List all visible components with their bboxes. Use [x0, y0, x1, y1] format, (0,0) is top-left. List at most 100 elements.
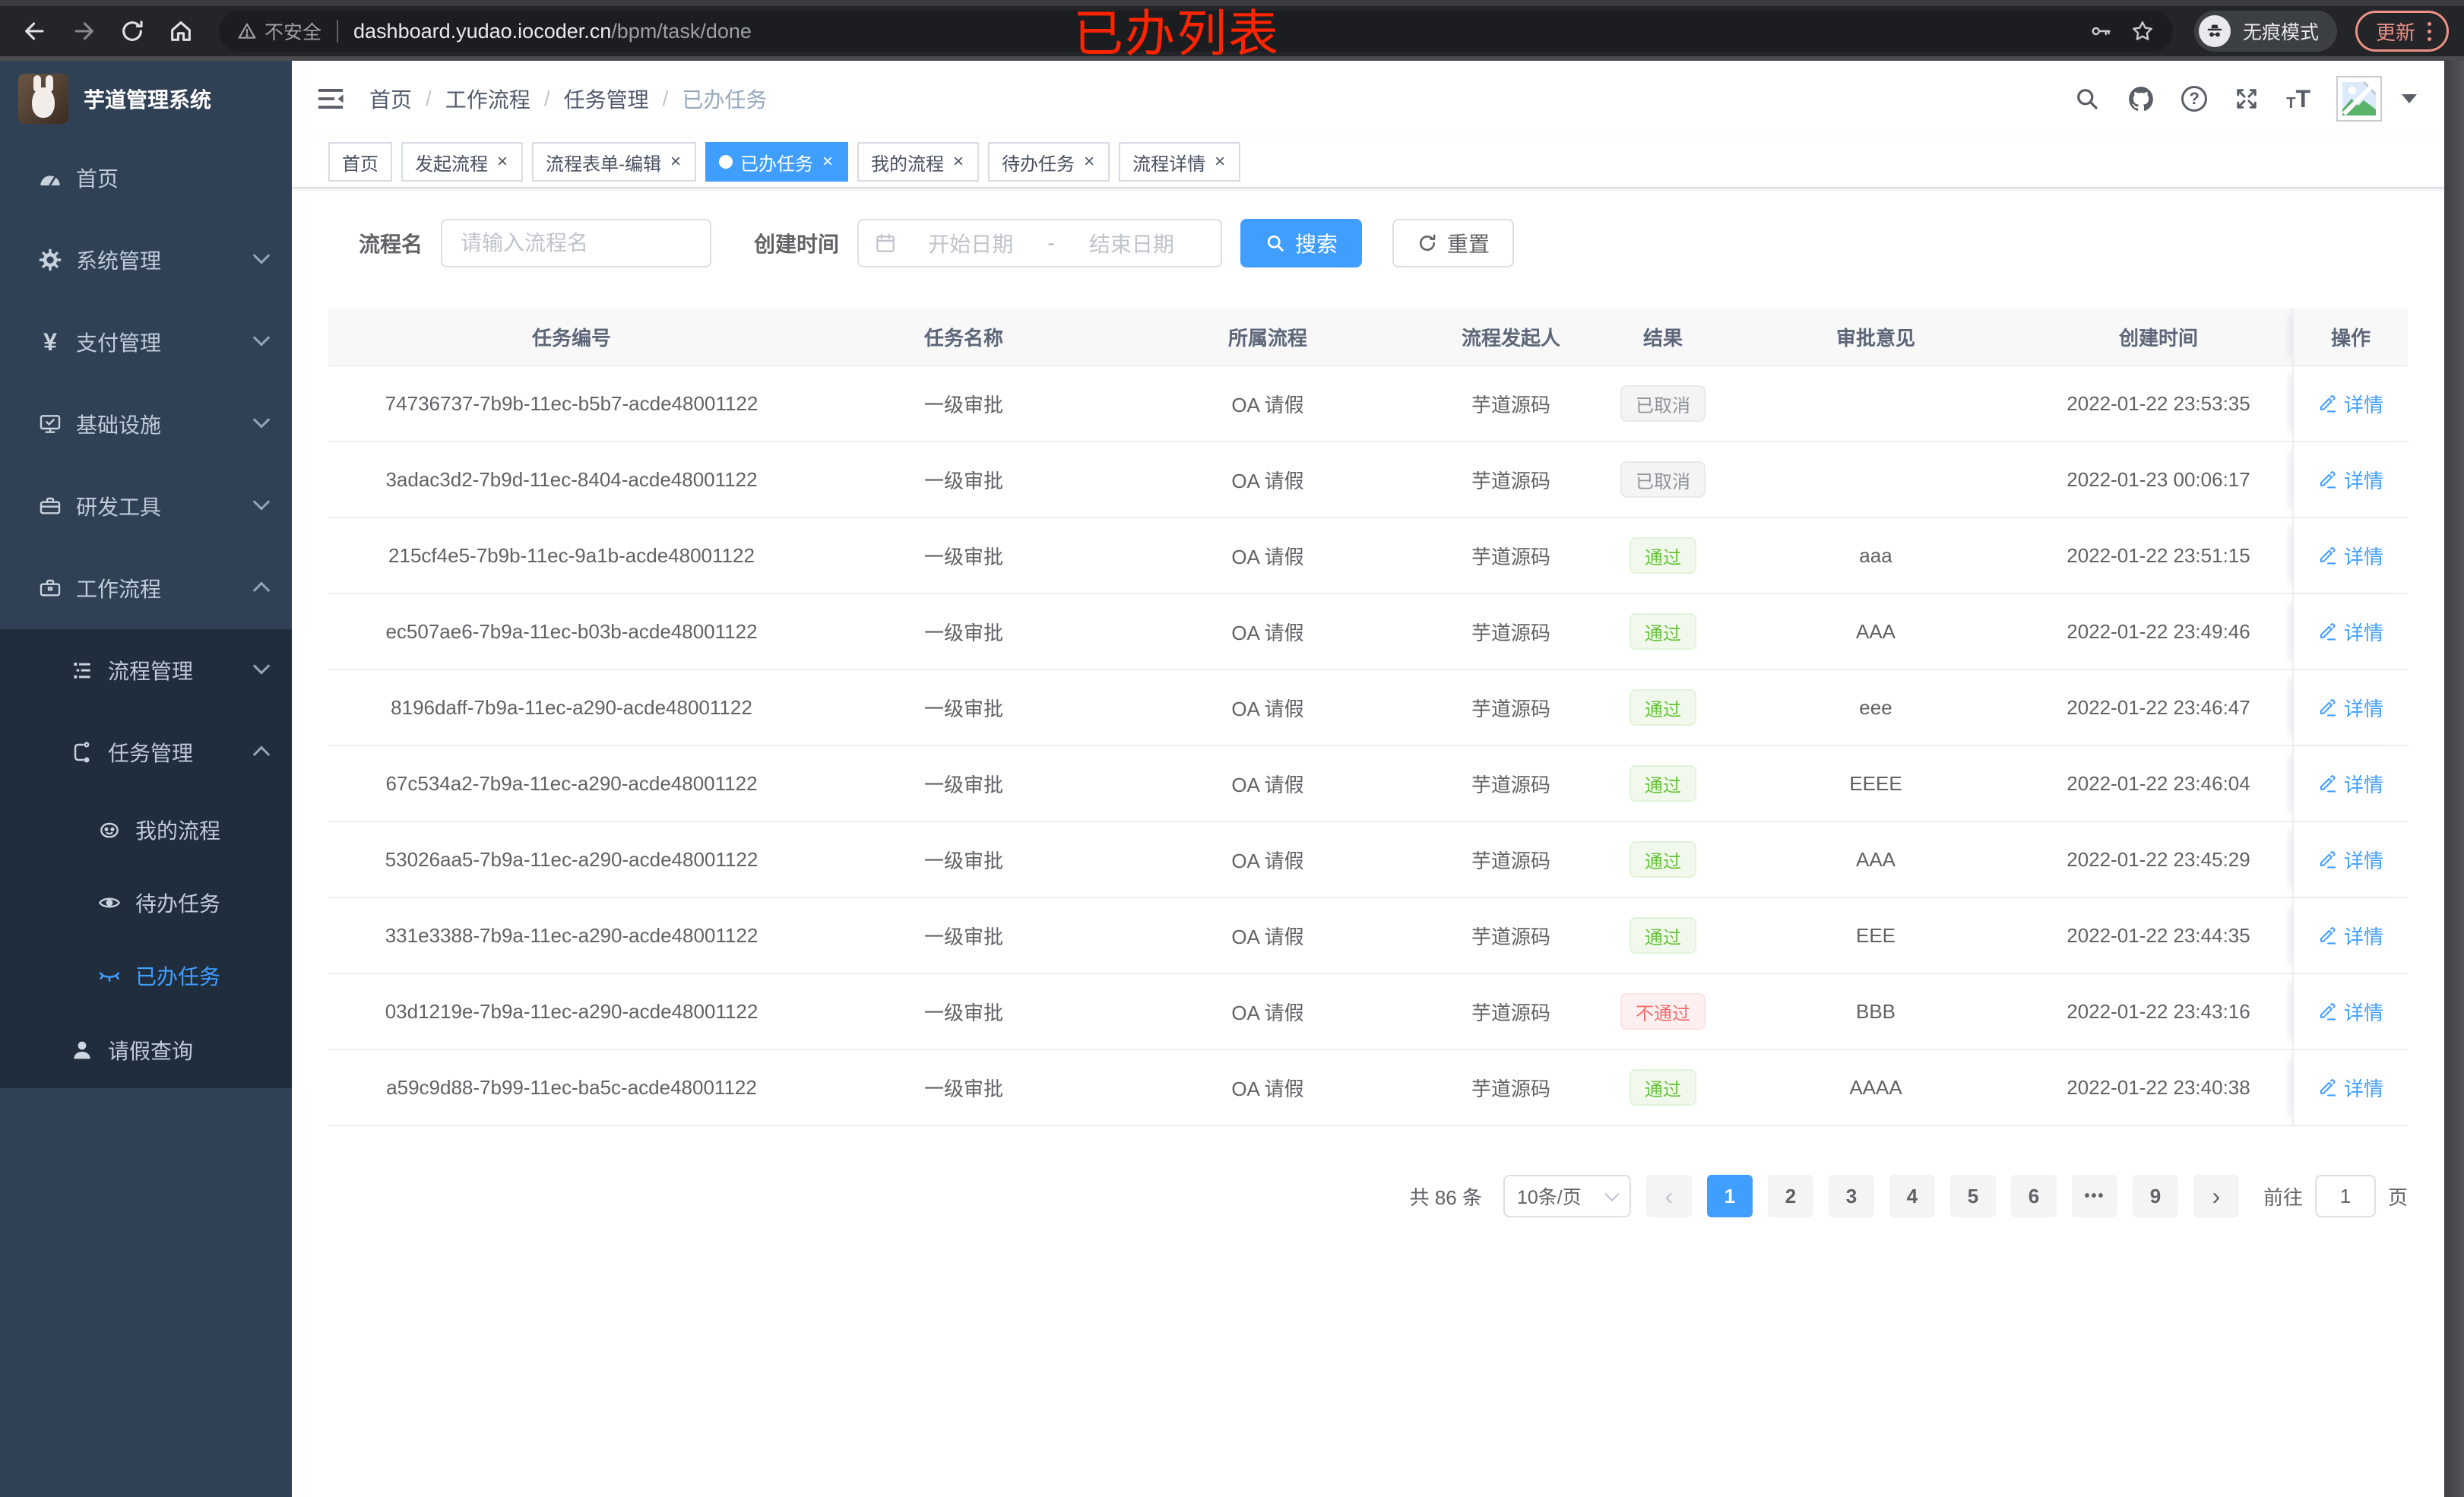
bookmark-star-icon[interactable] [2130, 19, 2155, 43]
goto-page-input[interactable] [2314, 1175, 2376, 1217]
next-page-button[interactable]: › [2193, 1175, 2239, 1217]
sidebar-fold-icon[interactable] [316, 84, 345, 113]
sidebar-menu: 首页 系统管理 ¥ 支付管理 基础设施 [0, 137, 292, 1088]
sidebar-item-payment[interactable]: ¥ 支付管理 [0, 301, 292, 383]
page-button[interactable]: 3 [1828, 1175, 1874, 1217]
sidebar-item-devtools[interactable]: 研发工具 [0, 465, 292, 547]
search-button-label: 搜索 [1295, 233, 1338, 256]
detail-link[interactable]: 详情 [2318, 998, 2383, 1026]
detail-link[interactable]: 详情 [2318, 694, 2383, 722]
cell-task-id: 67c534a2-7b9a-11ec-a290-acde48001122 [385, 771, 758, 795]
password-key-icon[interactable] [2089, 20, 2112, 43]
search-icon[interactable] [2073, 85, 2101, 112]
sidebar-item-workflow[interactable]: 工作流程 [0, 547, 292, 629]
browser-back-icon[interactable] [15, 11, 55, 51]
search-icon [1267, 235, 1284, 252]
browser-home-icon[interactable] [161, 11, 201, 51]
cell-actions: 详情 [2292, 1050, 2408, 1125]
sidebar-item-done-tasks[interactable]: 已办任务 [0, 939, 292, 1012]
search-button[interactable]: 搜索 [1240, 219, 1363, 267]
sidebar: 芋道管理系统 首页 系统管理 ¥ 支付管理 [0, 61, 292, 1497]
detail-link[interactable]: 详情 [2318, 846, 2383, 874]
page-button[interactable]: 4 [1889, 1175, 1935, 1217]
page-button[interactable]: ••• [2071, 1175, 2117, 1217]
detail-link[interactable]: 详情 [2318, 466, 2383, 494]
sidebar-item-process-mgmt[interactable]: 流程管理 [0, 629, 292, 711]
sidebar-item-my-process[interactable]: 我的流程 [0, 793, 292, 866]
view-tab[interactable]: 待办任务 × [988, 142, 1110, 182]
edit-pencil-icon [2320, 699, 2336, 717]
cell-process: OA 请假 [1231, 773, 1304, 796]
browser-forward-icon[interactable] [64, 11, 103, 51]
detail-link[interactable]: 详情 [2318, 618, 2383, 646]
sidebar-item-system[interactable]: 系统管理 [0, 219, 292, 301]
sidebar-item-leave-query[interactable]: 请假查询 [0, 1012, 292, 1088]
cell-task-name: 一级审批 [923, 393, 1003, 416]
view-tab[interactable]: 我的流程 × [857, 142, 980, 182]
start-date-placeholder[interactable]: 开始日期 [928, 233, 1014, 256]
avatar-caret-icon[interactable] [2402, 94, 2417, 103]
browser-menu-icon[interactable] [2428, 21, 2431, 41]
page-button[interactable]: 1 [1706, 1175, 1753, 1217]
cell-process: OA 请假 [1231, 1077, 1304, 1100]
window-scrollbar[interactable] [2444, 61, 2464, 1497]
sidebar-item-home[interactable]: 首页 [0, 137, 292, 219]
view-tab[interactable]: 流程详情 × [1119, 142, 1241, 182]
breadcrumb-workflow[interactable]: 工作流程 [445, 88, 530, 112]
detail-link[interactable]: 详情 [2318, 542, 2383, 570]
cell-process: OA 请假 [1231, 621, 1304, 644]
person-icon [70, 1038, 94, 1062]
breadcrumb-home[interactable]: 首页 [369, 88, 413, 112]
app-logo-row[interactable]: 芋道管理系统 [0, 61, 292, 137]
reset-button[interactable]: 重置 [1392, 219, 1515, 267]
detail-link[interactable]: 详情 [2318, 1074, 2383, 1102]
close-icon[interactable]: × [497, 151, 508, 172]
sidebar-item-task-mgmt[interactable]: 任务管理 [0, 711, 292, 793]
not-secure-chip[interactable]: 不安全 [237, 17, 321, 45]
cell-task-id: 215cf4e5-7b9b-11ec-9a1b-acde48001122 [388, 543, 755, 567]
page-size-select[interactable]: 10条/页 [1503, 1175, 1631, 1217]
breadcrumb-task-mgmt[interactable]: 任务管理 [563, 88, 649, 112]
sidebar-item-infra[interactable]: 基础设施 [0, 383, 292, 465]
close-icon[interactable]: × [670, 151, 682, 172]
fullscreen-icon[interactable] [2233, 85, 2260, 112]
sidebar-item-todo-tasks[interactable]: 待办任务 [0, 866, 292, 939]
detail-link[interactable]: 详情 [2318, 390, 2383, 418]
view-tab[interactable]: 首页 × [328, 142, 392, 182]
edit-pencil-icon [2320, 851, 2336, 869]
done-task-table: 任务编号 任务名称 所属流程 流程发起人 结果 审批意见 创建时间 操作 747… [328, 309, 2408, 1126]
page-button[interactable]: 5 [1949, 1175, 1996, 1217]
page-button[interactable]: 6 [2010, 1175, 2057, 1217]
browser-reload-icon[interactable] [112, 11, 152, 51]
page-button[interactable]: 2 [1767, 1175, 1813, 1217]
browser-update-button[interactable]: 更新 [2355, 11, 2449, 52]
page-button[interactable]: 9 [2132, 1175, 2178, 1217]
detail-link[interactable]: 详情 [2318, 770, 2383, 798]
help-icon[interactable]: ? [2181, 86, 2208, 112]
detail-link[interactable]: 详情 [2318, 922, 2383, 950]
address-bar[interactable]: 不安全 dashboard.yudao.iocoder.cn/bpm/task/… [219, 11, 2173, 52]
prev-page-button[interactable]: ‹ [1645, 1175, 1692, 1217]
date-range-picker[interactable]: 开始日期 - 结束日期 [857, 219, 1223, 267]
cell-task-name: 一级审批 [923, 773, 1003, 796]
end-date-placeholder[interactable]: 结束日期 [1088, 233, 1174, 256]
close-icon[interactable]: × [1215, 151, 1226, 172]
filter-bar: 流程名 创建时间 开始日期 - 结束日期 搜索 重置 [328, 219, 2408, 267]
process-name-input[interactable] [441, 219, 712, 267]
cell-starter: 芋道源码 [1471, 925, 1550, 948]
cell-task-id: 8196daff-7b9a-11ec-a290-acde48001122 [391, 695, 752, 719]
sidebar-item-label: 任务管理 [108, 742, 194, 765]
view-tab[interactable]: 发起流程 × [401, 142, 524, 182]
gear-icon [38, 248, 62, 272]
github-icon[interactable] [2127, 84, 2155, 113]
close-icon[interactable]: × [953, 151, 964, 172]
view-tab[interactable]: 流程表单-编辑 × [532, 142, 697, 182]
close-icon[interactable]: × [822, 151, 834, 172]
close-icon[interactable]: × [1084, 151, 1095, 172]
result-badge: 已取消 [1620, 461, 1705, 498]
cell-task-name: 一级审批 [923, 621, 1003, 644]
avatar[interactable] [2336, 76, 2382, 122]
view-tab[interactable]: 已办任务 × [705, 142, 849, 182]
chevron-down-icon [252, 247, 271, 264]
